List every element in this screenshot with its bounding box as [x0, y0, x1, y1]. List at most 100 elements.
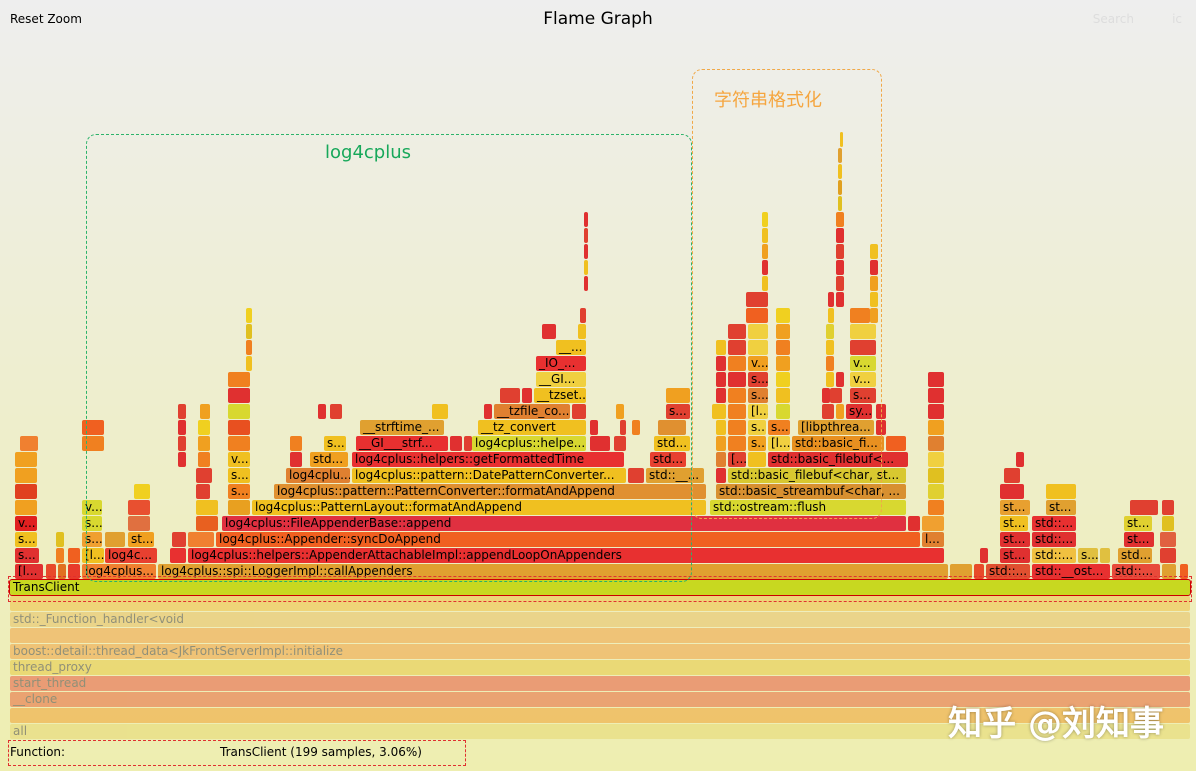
flame-frame[interactable] — [172, 532, 186, 547]
flame-frame[interactable]: s... — [768, 420, 790, 435]
flame-frame[interactable] — [1046, 484, 1076, 499]
flame-frame[interactable] — [826, 340, 834, 355]
flame-frame[interactable]: thread_proxy — [10, 660, 1190, 675]
flame-frame[interactable] — [836, 372, 844, 387]
flame-frame[interactable]: log4cplu... — [286, 468, 350, 483]
flame-frame[interactable] — [836, 260, 844, 275]
flame-frame[interactable]: TransClient — [9, 579, 1191, 596]
flame-frame[interactable] — [928, 388, 944, 403]
flame-frame[interactable] — [836, 244, 844, 259]
flame-frame[interactable] — [584, 228, 588, 243]
flame-frame[interactable]: log4cplus::Appender::syncDoAppend — [216, 532, 920, 547]
flame-frame[interactable] — [928, 468, 944, 483]
flame-frame[interactable] — [584, 212, 588, 227]
flame-frame[interactable] — [776, 308, 790, 323]
flame-frame[interactable] — [822, 404, 834, 419]
flame-frame[interactable] — [632, 420, 640, 435]
flame-frame[interactable] — [1000, 484, 1024, 499]
flame-frame[interactable] — [928, 452, 944, 467]
flame-frame[interactable] — [82, 420, 104, 435]
flame-frame[interactable]: std::... — [986, 564, 1030, 579]
flame-frame[interactable]: __tz_convert — [478, 420, 586, 435]
flame-frame[interactable]: st... — [1124, 516, 1152, 531]
flame-frame[interactable] — [850, 324, 876, 339]
flame-frame[interactable] — [928, 500, 944, 515]
flame-frame[interactable]: __GI___strf... — [356, 436, 448, 451]
flame-frame[interactable] — [15, 500, 37, 515]
flame-frame[interactable] — [178, 436, 186, 451]
flame-frame[interactable] — [128, 500, 150, 515]
flame-frame[interactable] — [1004, 468, 1020, 483]
flame-frame[interactable] — [616, 404, 624, 419]
flame-frame[interactable]: log4cplus::helpe... — [472, 436, 586, 451]
flame-frame[interactable]: std::_Function_handler<void — [10, 612, 1190, 627]
flame-frame[interactable] — [716, 468, 726, 483]
flame-frame[interactable] — [716, 436, 726, 451]
flame-frame[interactable]: std... — [650, 452, 686, 467]
flame-frame[interactable] — [728, 388, 746, 403]
flame-frame[interactable] — [836, 228, 844, 243]
flame-frame[interactable] — [762, 228, 768, 243]
flame-frame[interactable] — [728, 356, 746, 371]
flame-frame[interactable]: [l... — [82, 548, 104, 563]
flame-frame[interactable] — [590, 420, 598, 435]
flame-frame[interactable]: [l... — [768, 436, 790, 451]
flame-frame[interactable]: __... — [556, 340, 586, 355]
flame-frame[interactable] — [776, 372, 790, 387]
flame-frame[interactable] — [928, 484, 944, 499]
search-button[interactable]: Search — [1092, 12, 1134, 26]
flame-frame[interactable] — [876, 420, 886, 435]
flame-frame[interactable] — [950, 564, 972, 579]
flame-frame[interactable] — [928, 420, 944, 435]
flame-frame[interactable]: std::... — [1032, 532, 1076, 547]
flame-frame[interactable]: [l... — [748, 404, 768, 419]
flame-frame[interactable] — [928, 372, 944, 387]
flame-frame[interactable] — [580, 308, 586, 323]
flame-frame[interactable] — [1180, 564, 1188, 579]
flame-frame[interactable] — [1100, 548, 1110, 563]
flame-frame[interactable] — [762, 260, 768, 275]
flame-frame[interactable] — [980, 548, 988, 563]
flame-frame[interactable]: std::basic_fi... — [792, 436, 884, 451]
flame-frame[interactable] — [170, 548, 186, 563]
flame-frame[interactable] — [928, 404, 944, 419]
flame-frame[interactable]: log4cplus::spi::LoggerImpl::callAppender… — [158, 564, 948, 579]
flame-frame[interactable]: v... — [15, 516, 37, 531]
flame-frame[interactable] — [728, 340, 746, 355]
flame-frame[interactable] — [876, 404, 886, 419]
flame-frame[interactable]: std::... — [1032, 548, 1076, 563]
flame-frame[interactable]: log4cplus... — [82, 564, 156, 579]
flame-frame[interactable]: std::ostream::flush — [710, 500, 906, 515]
flame-frame[interactable] — [68, 564, 80, 579]
flame-frame[interactable] — [228, 404, 250, 419]
flame-frame[interactable] — [318, 404, 326, 419]
flame-frame[interactable]: s... — [82, 532, 102, 547]
flame-frame[interactable]: log4cplus::PatternLayout::formatAndAppen… — [252, 500, 706, 515]
flame-frame[interactable] — [838, 148, 842, 163]
flame-frame[interactable]: v... — [228, 452, 250, 467]
flame-frame[interactable] — [572, 404, 586, 419]
flame-frame[interactable]: __strftime_... — [360, 420, 444, 435]
flame-frame[interactable] — [188, 532, 214, 547]
flame-frame[interactable] — [836, 404, 844, 419]
flame-frame[interactable] — [56, 532, 64, 547]
flame-frame[interactable] — [712, 404, 726, 419]
flame-frame[interactable] — [1016, 452, 1024, 467]
flame-frame[interactable] — [666, 388, 690, 403]
flame-frame[interactable] — [82, 436, 104, 451]
flame-frame[interactable] — [716, 356, 726, 371]
flame-frame[interactable] — [748, 324, 768, 339]
flame-frame[interactable] — [838, 164, 842, 179]
flame-frame[interactable] — [776, 340, 790, 355]
flame-frame[interactable] — [716, 452, 726, 467]
flame-frame[interactable] — [290, 436, 302, 451]
flame-frame[interactable] — [620, 420, 626, 435]
flame-frame[interactable] — [1160, 548, 1176, 563]
flame-frame[interactable] — [450, 436, 462, 451]
flame-frame[interactable] — [500, 388, 520, 403]
flame-frame[interactable] — [746, 308, 768, 323]
flame-frame[interactable]: st... — [1000, 516, 1028, 531]
flame-frame[interactable]: v... — [82, 500, 102, 515]
flame-frame[interactable]: __clone — [10, 692, 1190, 707]
flame-frame[interactable] — [850, 308, 870, 323]
